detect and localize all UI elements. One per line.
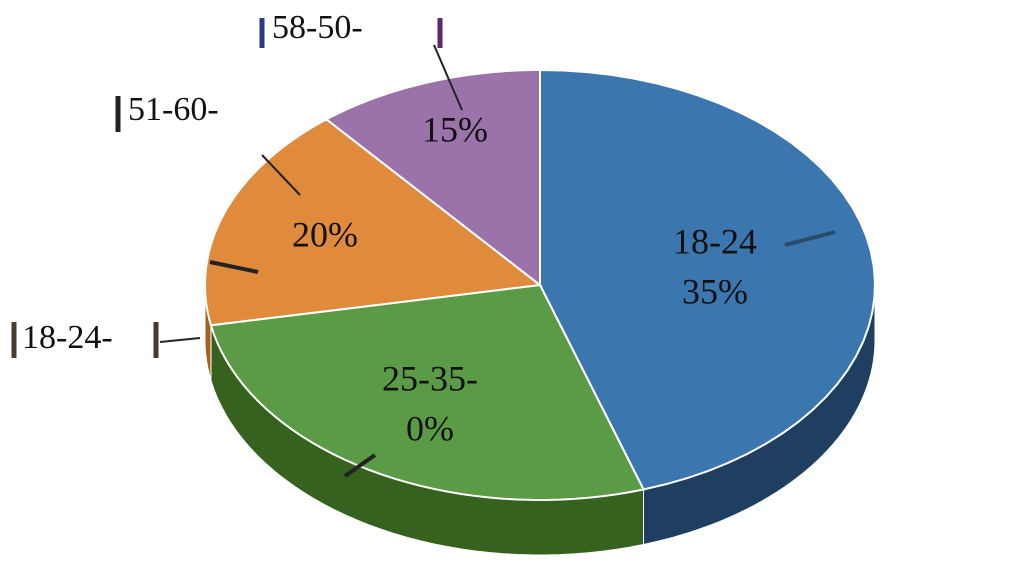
leader-lines <box>11 18 836 478</box>
slice <box>209 283 646 501</box>
annotation: 58-50- <box>272 9 363 46</box>
annotation: 35% <box>682 271 748 311</box>
annotation: 51-60- <box>128 91 219 128</box>
annotation: 15% <box>422 109 488 149</box>
annotation: 0% <box>406 408 454 448</box>
slice <box>539 68 876 491</box>
annotation: 25-35- <box>382 358 478 398</box>
pie <box>203 68 876 556</box>
annotation: 18-24- <box>22 319 113 356</box>
slice <box>203 118 543 327</box>
slice <box>324 68 541 288</box>
annotation: 20% <box>292 214 358 254</box>
labels: 18-24 35% 25-35- 0% 20% 15% 58-50- 51-60- 18-24- <box>22 9 757 448</box>
annotation: 18-24 <box>673 221 757 261</box>
